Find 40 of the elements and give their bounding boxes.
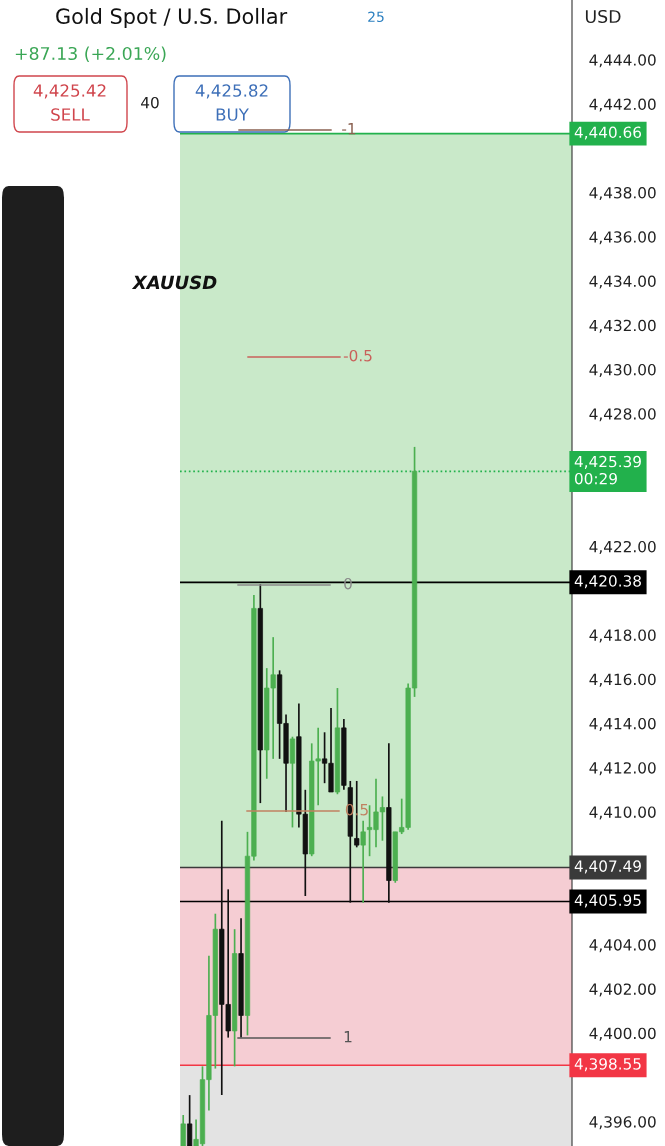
ref-line-label: 4,420.38 xyxy=(574,575,641,589)
ref-line-label: 4,398.55 xyxy=(574,1058,641,1072)
y-tick-label: 4,438.00 xyxy=(589,186,656,201)
y-tick-label: 4,418.00 xyxy=(589,629,656,643)
y-tick-label: 4,400.00 xyxy=(589,1027,656,1041)
annotation: XAUUSD xyxy=(131,275,217,290)
text: 40 xyxy=(141,96,159,109)
annotation: 4,425.82 xyxy=(195,84,268,99)
candlestick xyxy=(187,1094,193,1146)
y-tick-label: 4,414.00 xyxy=(589,717,656,732)
y-tick-label: 4,410.00 xyxy=(589,806,656,820)
y-tick-label: 4,428.00 xyxy=(589,408,656,422)
ref-line-label: 4,440.66 xyxy=(574,126,642,140)
annotation: 1 xyxy=(344,1031,352,1043)
text: +87.13 (+2.01%) xyxy=(15,46,166,63)
annotation: -1 xyxy=(342,123,356,135)
chart-title: Gold Spot / U.S. Dollar xyxy=(56,7,288,29)
y-tick-label: 4,434.00 xyxy=(589,275,656,289)
y-tick-label: 4,442.00 xyxy=(589,98,656,112)
text: SELL xyxy=(51,108,90,121)
y-tick-label: 4,402.00 xyxy=(589,983,656,997)
y-tick-label: 4,412.00 xyxy=(589,762,656,776)
y-tick-label: 4,444.00 xyxy=(589,54,656,68)
y-tick-label: 4,404.00 xyxy=(589,939,656,953)
annotation: -0.5 xyxy=(343,349,372,362)
ref-line-label: 4,425.39 00:29 xyxy=(574,455,641,485)
text: 4,425.42 xyxy=(33,84,106,99)
text: USD xyxy=(585,9,621,24)
candlestick xyxy=(360,819,366,904)
ref-line-label: 4,405.95 xyxy=(574,894,641,908)
y-tick-label: 4,432.00 xyxy=(589,319,656,333)
candlestick xyxy=(180,1114,186,1146)
y-tick-label: 4,396.00 xyxy=(589,1116,656,1130)
y-tick-label: 4,430.00 xyxy=(589,363,656,378)
annotation: 25 xyxy=(368,11,384,23)
y-tick-label: 4,436.00 xyxy=(589,231,656,245)
y-tick-label: 4,422.00 xyxy=(589,540,656,555)
annotation: BUY xyxy=(216,108,249,121)
ref-line-label: 4,407.49 xyxy=(574,860,641,874)
y-tick-label: 4,416.00 xyxy=(589,673,656,687)
